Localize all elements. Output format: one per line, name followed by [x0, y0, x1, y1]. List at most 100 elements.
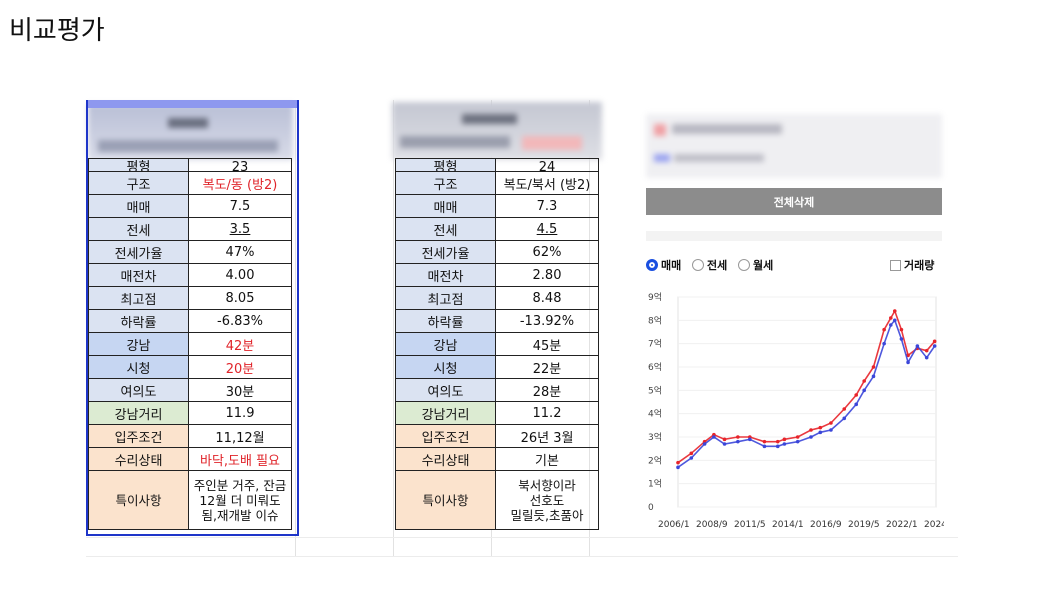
row-value: 3.5	[188, 217, 292, 241]
volume-checkbox[interactable]: 거래량	[890, 257, 934, 273]
row-label: 구조	[395, 171, 496, 195]
series-point	[892, 318, 897, 323]
series-point	[809, 428, 813, 432]
row-value: 8.48	[495, 286, 599, 310]
x-tick-label: 2014/1	[772, 520, 804, 530]
series-point	[842, 407, 847, 411]
row-label: 강남거리	[88, 401, 189, 425]
right-comparison-table: 평형 24 구조 복도/북서 (방2) 매매 7.3 전세 4.5 전세가율 62% 매전차 2.80…	[395, 158, 599, 530]
row-value: 62%	[495, 240, 599, 264]
y-tick-label: 3억	[648, 431, 662, 443]
left-comparison-table: 평형 23 구조 복도/동 (방2) 매매 7.5 전세 3.5 전세가율 47% 매전차 4.00 최…	[88, 158, 292, 530]
series-point	[888, 323, 893, 327]
row-value: 23	[188, 158, 292, 172]
row-label: 입주조건	[88, 424, 189, 448]
series-point	[676, 465, 680, 470]
y-tick-label: 4억	[648, 408, 662, 420]
table-row: 최고점 8.48	[395, 286, 599, 310]
radio-jeonse-icon[interactable]	[692, 259, 704, 271]
radio-monthly-icon[interactable]	[738, 259, 750, 271]
notes-line: 북서향이라	[518, 477, 576, 493]
x-tick-label: 2006/1	[658, 520, 690, 530]
radio-monthly[interactable]: 월세	[738, 257, 773, 273]
series-point	[722, 442, 727, 446]
row-value: 30분	[188, 378, 292, 402]
table-row: 수리상태 바닥,도배 필요	[88, 447, 292, 471]
row-label: 여의도	[395, 378, 496, 402]
series-point	[829, 428, 833, 432]
volume-checkbox-box[interactable]	[890, 259, 901, 271]
table-row: 강남거리 11.2	[395, 401, 599, 425]
table-row: 평형 24	[395, 158, 599, 172]
row-value: 바닥,도배 필요	[188, 447, 292, 471]
row-label: 평형	[395, 158, 496, 172]
y-tick-label: 0	[648, 503, 654, 513]
series-point	[924, 355, 929, 360]
table-row: 매매 7.5	[88, 194, 292, 218]
series-point	[809, 435, 813, 439]
series-point	[762, 444, 767, 449]
notes-line: 주인분 거주, 잔금	[193, 477, 287, 493]
table-row: 전세 3.5	[88, 217, 292, 241]
table-row: 입주조건 11,12월	[88, 424, 292, 448]
series-line-1	[677, 318, 936, 468]
row-label: 구조	[88, 171, 189, 195]
row-label: 매전차	[395, 263, 496, 287]
table-row: 전세가율 62%	[395, 240, 599, 264]
row-label: 강남	[395, 332, 496, 356]
row-value: 26년 3월	[495, 424, 599, 448]
table-row: 매매 7.3	[395, 194, 599, 218]
row-value: 45분	[495, 332, 599, 356]
series-point	[906, 360, 910, 365]
y-tick-label: 1억	[648, 478, 662, 490]
series-point	[818, 430, 823, 435]
row-value: 42분	[188, 332, 292, 356]
series-point	[736, 435, 740, 439]
series-point	[892, 309, 897, 313]
radio-sale[interactable]: 매매	[646, 257, 681, 273]
table-row: 여의도 30분	[88, 378, 292, 402]
series-point	[899, 337, 904, 341]
row-label: 강남	[88, 332, 189, 356]
y-tick-label: 7억	[648, 338, 662, 350]
row-label: 전세가율	[88, 240, 189, 264]
left-table-header-blurred	[88, 104, 293, 160]
left-table-selection-top	[86, 100, 299, 108]
row-value: 기본	[495, 447, 599, 471]
table-row: 평형 23	[88, 158, 292, 172]
series-point	[795, 435, 800, 439]
radio-sale-icon[interactable]	[646, 259, 658, 271]
row-label: 여의도	[88, 378, 189, 402]
trade-type-radio-group: 매매 전세 월세 거래량	[646, 257, 944, 275]
series-point	[871, 365, 876, 369]
row-value: 28분	[495, 378, 599, 402]
delete-all-button[interactable]: 전체삭제	[646, 188, 942, 215]
series-point	[862, 388, 866, 393]
notes-line: 됨,재개발 이슈	[201, 507, 279, 523]
series-point	[712, 435, 716, 439]
x-tick-label: 2008/9	[696, 520, 728, 530]
row-value: 22분	[495, 355, 599, 379]
radio-monthly-label: 월세	[753, 259, 774, 272]
row-value: 복도/북서 (방2)	[495, 171, 599, 195]
series-point	[736, 439, 740, 444]
row-value: 24	[495, 158, 599, 172]
table-row: 구조 복도/동 (방2)	[88, 171, 292, 195]
series-point	[915, 344, 920, 348]
radio-jeonse[interactable]: 전세	[692, 257, 727, 273]
row-label: 수리상태	[395, 447, 496, 471]
row-value: 복도/동 (방2)	[188, 171, 292, 195]
x-tick-label: 2022/1	[886, 520, 918, 530]
table-row: 시청 22분	[395, 355, 599, 379]
row-label: 하락률	[88, 309, 189, 333]
series-point	[871, 374, 876, 379]
x-tick-label: 2019/5	[848, 520, 880, 530]
row-value: 4.5	[495, 217, 599, 241]
row-label: 전세	[395, 217, 496, 241]
series-point	[689, 451, 694, 456]
row-value: -6.83%	[188, 309, 292, 333]
y-tick-label: 9억	[648, 291, 662, 303]
table-row-notes: 특이사항 주인분 거주, 잔금 12월 더 미뤄도 됨,재개발 이슈	[88, 470, 292, 530]
series-point	[854, 393, 859, 397]
x-tick-label: 2016/9	[810, 520, 842, 530]
